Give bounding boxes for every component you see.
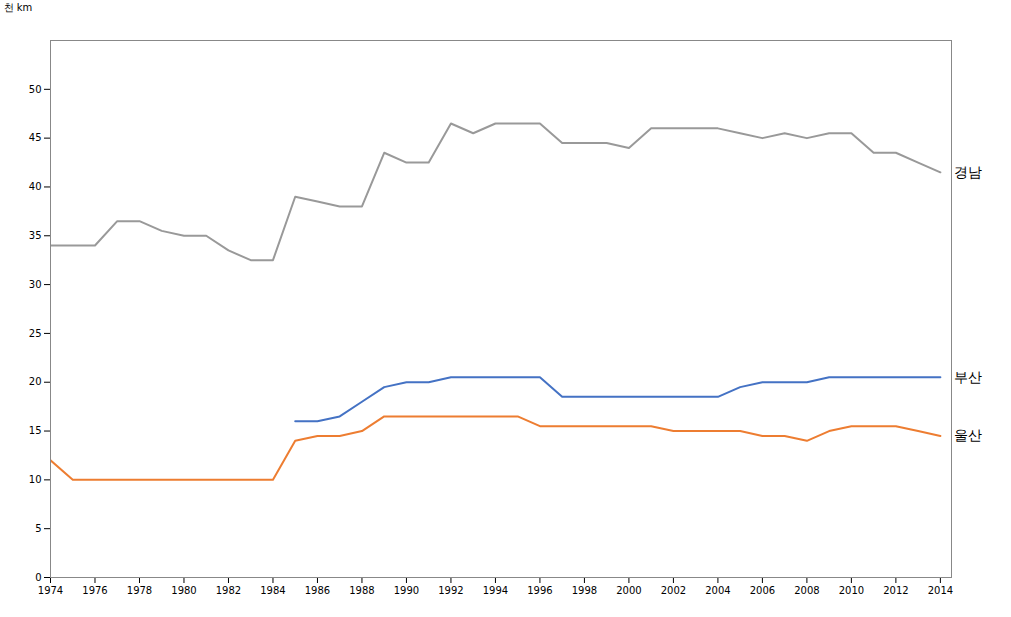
svg-text:천 km: 천 km: [4, 2, 33, 13]
svg-text:1976: 1976: [82, 585, 107, 596]
svg-text:15: 15: [29, 425, 42, 436]
svg-text:2000: 2000: [616, 585, 641, 596]
svg-text:2008: 2008: [794, 585, 819, 596]
svg-text:1998: 1998: [572, 585, 597, 596]
svg-text:2014: 2014: [928, 585, 953, 596]
svg-text:2002: 2002: [661, 585, 686, 596]
svg-text:35: 35: [29, 230, 42, 241]
svg-text:10: 10: [29, 474, 42, 485]
svg-text:2006: 2006: [750, 585, 775, 596]
svg-text:2004: 2004: [705, 585, 730, 596]
svg-text:1996: 1996: [527, 585, 552, 596]
svg-text:부산: 부산: [954, 369, 982, 385]
svg-text:25: 25: [29, 328, 42, 339]
svg-text:2012: 2012: [883, 585, 908, 596]
svg-text:5: 5: [35, 523, 41, 534]
svg-text:45: 45: [29, 132, 42, 143]
svg-text:20: 20: [29, 376, 42, 387]
svg-text:1974: 1974: [38, 585, 63, 596]
svg-text:1980: 1980: [171, 585, 196, 596]
svg-text:1992: 1992: [438, 585, 463, 596]
svg-text:0: 0: [35, 572, 41, 583]
svg-text:30: 30: [29, 279, 42, 290]
svg-text:1994: 1994: [483, 585, 508, 596]
svg-text:50: 50: [29, 84, 42, 95]
svg-text:1984: 1984: [260, 585, 285, 596]
svg-text:40: 40: [29, 181, 42, 192]
svg-text:경남: 경남: [954, 164, 982, 180]
svg-text:1988: 1988: [349, 585, 374, 596]
svg-text:울산: 울산: [954, 427, 982, 443]
svg-text:1986: 1986: [305, 585, 330, 596]
svg-text:2010: 2010: [839, 585, 864, 596]
svg-text:1978: 1978: [127, 585, 152, 596]
svg-text:1990: 1990: [394, 585, 419, 596]
svg-text:1982: 1982: [216, 585, 241, 596]
